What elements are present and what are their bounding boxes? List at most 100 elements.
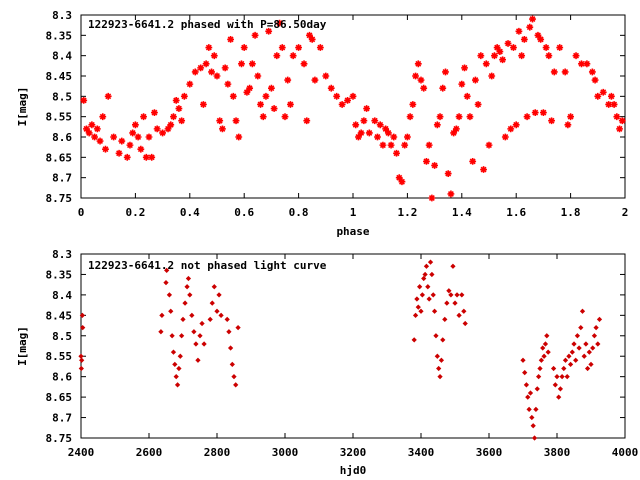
data-point — [518, 52, 526, 60]
data-point — [531, 109, 539, 116]
data-point — [590, 345, 596, 351]
data-point — [579, 308, 586, 314]
data-point — [193, 341, 199, 347]
data-point — [227, 36, 234, 43]
x-tick-label: 3200 — [340, 446, 367, 459]
data-point — [211, 284, 217, 290]
x-tick-label: 0 — [78, 206, 85, 219]
data-point — [79, 357, 85, 363]
data-point — [176, 365, 182, 372]
data-point — [507, 125, 515, 133]
data-point — [132, 121, 139, 129]
x-axis-label: phase — [336, 225, 369, 238]
data-point — [153, 125, 161, 133]
data-point — [240, 44, 248, 51]
data-point — [134, 133, 142, 141]
data-point — [461, 308, 467, 314]
data-point — [184, 284, 190, 290]
data-point — [289, 52, 297, 60]
data-point — [270, 105, 278, 112]
data-point — [433, 121, 441, 129]
data-point — [248, 60, 256, 68]
y-tick-label: 8.55 — [46, 111, 73, 124]
data-point — [576, 345, 582, 351]
x-tick-label: 1 — [350, 206, 357, 219]
x-tick-label: 2 — [622, 206, 629, 219]
data-point — [411, 337, 417, 343]
data-point — [99, 113, 107, 121]
data-point — [593, 324, 599, 331]
y-tick-label: 8.45 — [46, 70, 73, 83]
x-tick-label: 3000 — [272, 446, 299, 459]
data-point — [550, 365, 557, 372]
data-point — [512, 121, 520, 129]
data-point — [430, 292, 436, 298]
data-point — [189, 312, 195, 318]
data-point — [474, 101, 482, 108]
data-point — [200, 101, 207, 108]
data-point — [545, 52, 553, 60]
data-point — [163, 279, 169, 286]
data-point — [363, 105, 370, 112]
data-point — [529, 15, 536, 23]
y-axis-label: I[mag] — [16, 87, 29, 127]
data-point — [472, 76, 479, 84]
data-point — [199, 320, 205, 327]
data-point — [431, 162, 438, 169]
data-point — [573, 357, 579, 363]
data-point — [417, 284, 423, 290]
data-point — [574, 333, 581, 339]
data-point — [191, 68, 199, 76]
data-point — [456, 312, 462, 318]
data-point — [447, 190, 455, 198]
data-point — [213, 72, 221, 80]
data-point — [412, 72, 419, 80]
data-point — [233, 382, 239, 388]
data-point — [409, 101, 417, 108]
data-point — [427, 259, 434, 265]
y-tick-label: 8.55 — [46, 350, 73, 363]
data-point — [425, 141, 433, 149]
y-tick-label: 8.3 — [52, 248, 72, 261]
chart-title: 122923-6641.2 not phased light curve — [88, 259, 327, 272]
data-point — [214, 308, 220, 314]
data-point — [173, 374, 179, 380]
data-point — [455, 113, 463, 121]
data-point — [578, 324, 584, 331]
data-point — [205, 44, 213, 51]
data-point — [216, 117, 224, 125]
data-point — [349, 92, 357, 100]
data-point — [540, 345, 546, 351]
data-point — [423, 263, 430, 269]
x-axis-label: hjd0 — [340, 464, 367, 477]
data-point — [564, 121, 572, 129]
data-point — [540, 109, 547, 116]
data-point — [168, 308, 174, 314]
y-tick-label: 8.45 — [46, 309, 73, 322]
data-point — [552, 382, 558, 388]
data-point — [452, 125, 460, 133]
data-point — [499, 56, 506, 64]
data-point — [429, 271, 435, 278]
data-point — [556, 44, 564, 51]
data-point — [352, 121, 360, 129]
data-point — [251, 31, 259, 39]
data-point — [538, 357, 544, 363]
data-point — [357, 129, 365, 137]
data-point — [202, 60, 210, 68]
data-point — [88, 121, 96, 129]
data-point — [530, 423, 536, 429]
data-point — [187, 292, 193, 298]
data-point — [459, 292, 465, 298]
data-point — [526, 23, 534, 31]
data-point — [145, 133, 153, 141]
data-point — [588, 361, 594, 368]
data-point — [469, 158, 477, 165]
data-point — [437, 374, 443, 380]
data-point — [219, 125, 226, 133]
data-point — [164, 125, 172, 133]
data-point — [333, 92, 341, 100]
data-point — [316, 44, 324, 51]
data-point — [224, 80, 232, 88]
